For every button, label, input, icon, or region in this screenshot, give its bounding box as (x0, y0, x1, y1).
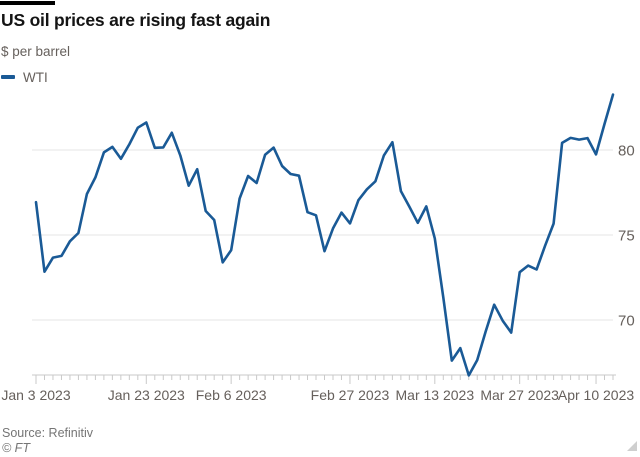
source-note: Source: Refinitiv (2, 426, 94, 440)
y-tick-label: 80 (618, 143, 635, 160)
x-tick-label: Mar 13 2023 (396, 387, 475, 403)
chart-title: US oil prices are rising fast again (1, 10, 271, 30)
y-tick-label: 75 (618, 228, 635, 245)
y-tick-label: 70 (618, 313, 635, 330)
wti-price-line (34, 93, 615, 377)
x-tick-label: Apr 10 2023 (558, 387, 634, 403)
top-accent-bar (0, 1, 55, 5)
x-tick-label: Feb 6 2023 (196, 387, 267, 403)
legend: WTI (1, 69, 48, 85)
x-tick-label: Mar 27 2023 (480, 387, 559, 403)
resize-handle-icon[interactable] (627, 441, 637, 451)
x-tick-label: Feb 27 2023 (311, 387, 390, 403)
copyright-note: © FT (2, 441, 30, 455)
wti-line-swatch-icon (1, 75, 15, 79)
x-tick-label: Jan 23 2023 (108, 387, 185, 403)
legend-label-wti: WTI (23, 69, 48, 85)
chart-subtitle: $ per barrel (1, 44, 71, 59)
x-tick-label: Jan 3 2023 (1, 387, 70, 403)
